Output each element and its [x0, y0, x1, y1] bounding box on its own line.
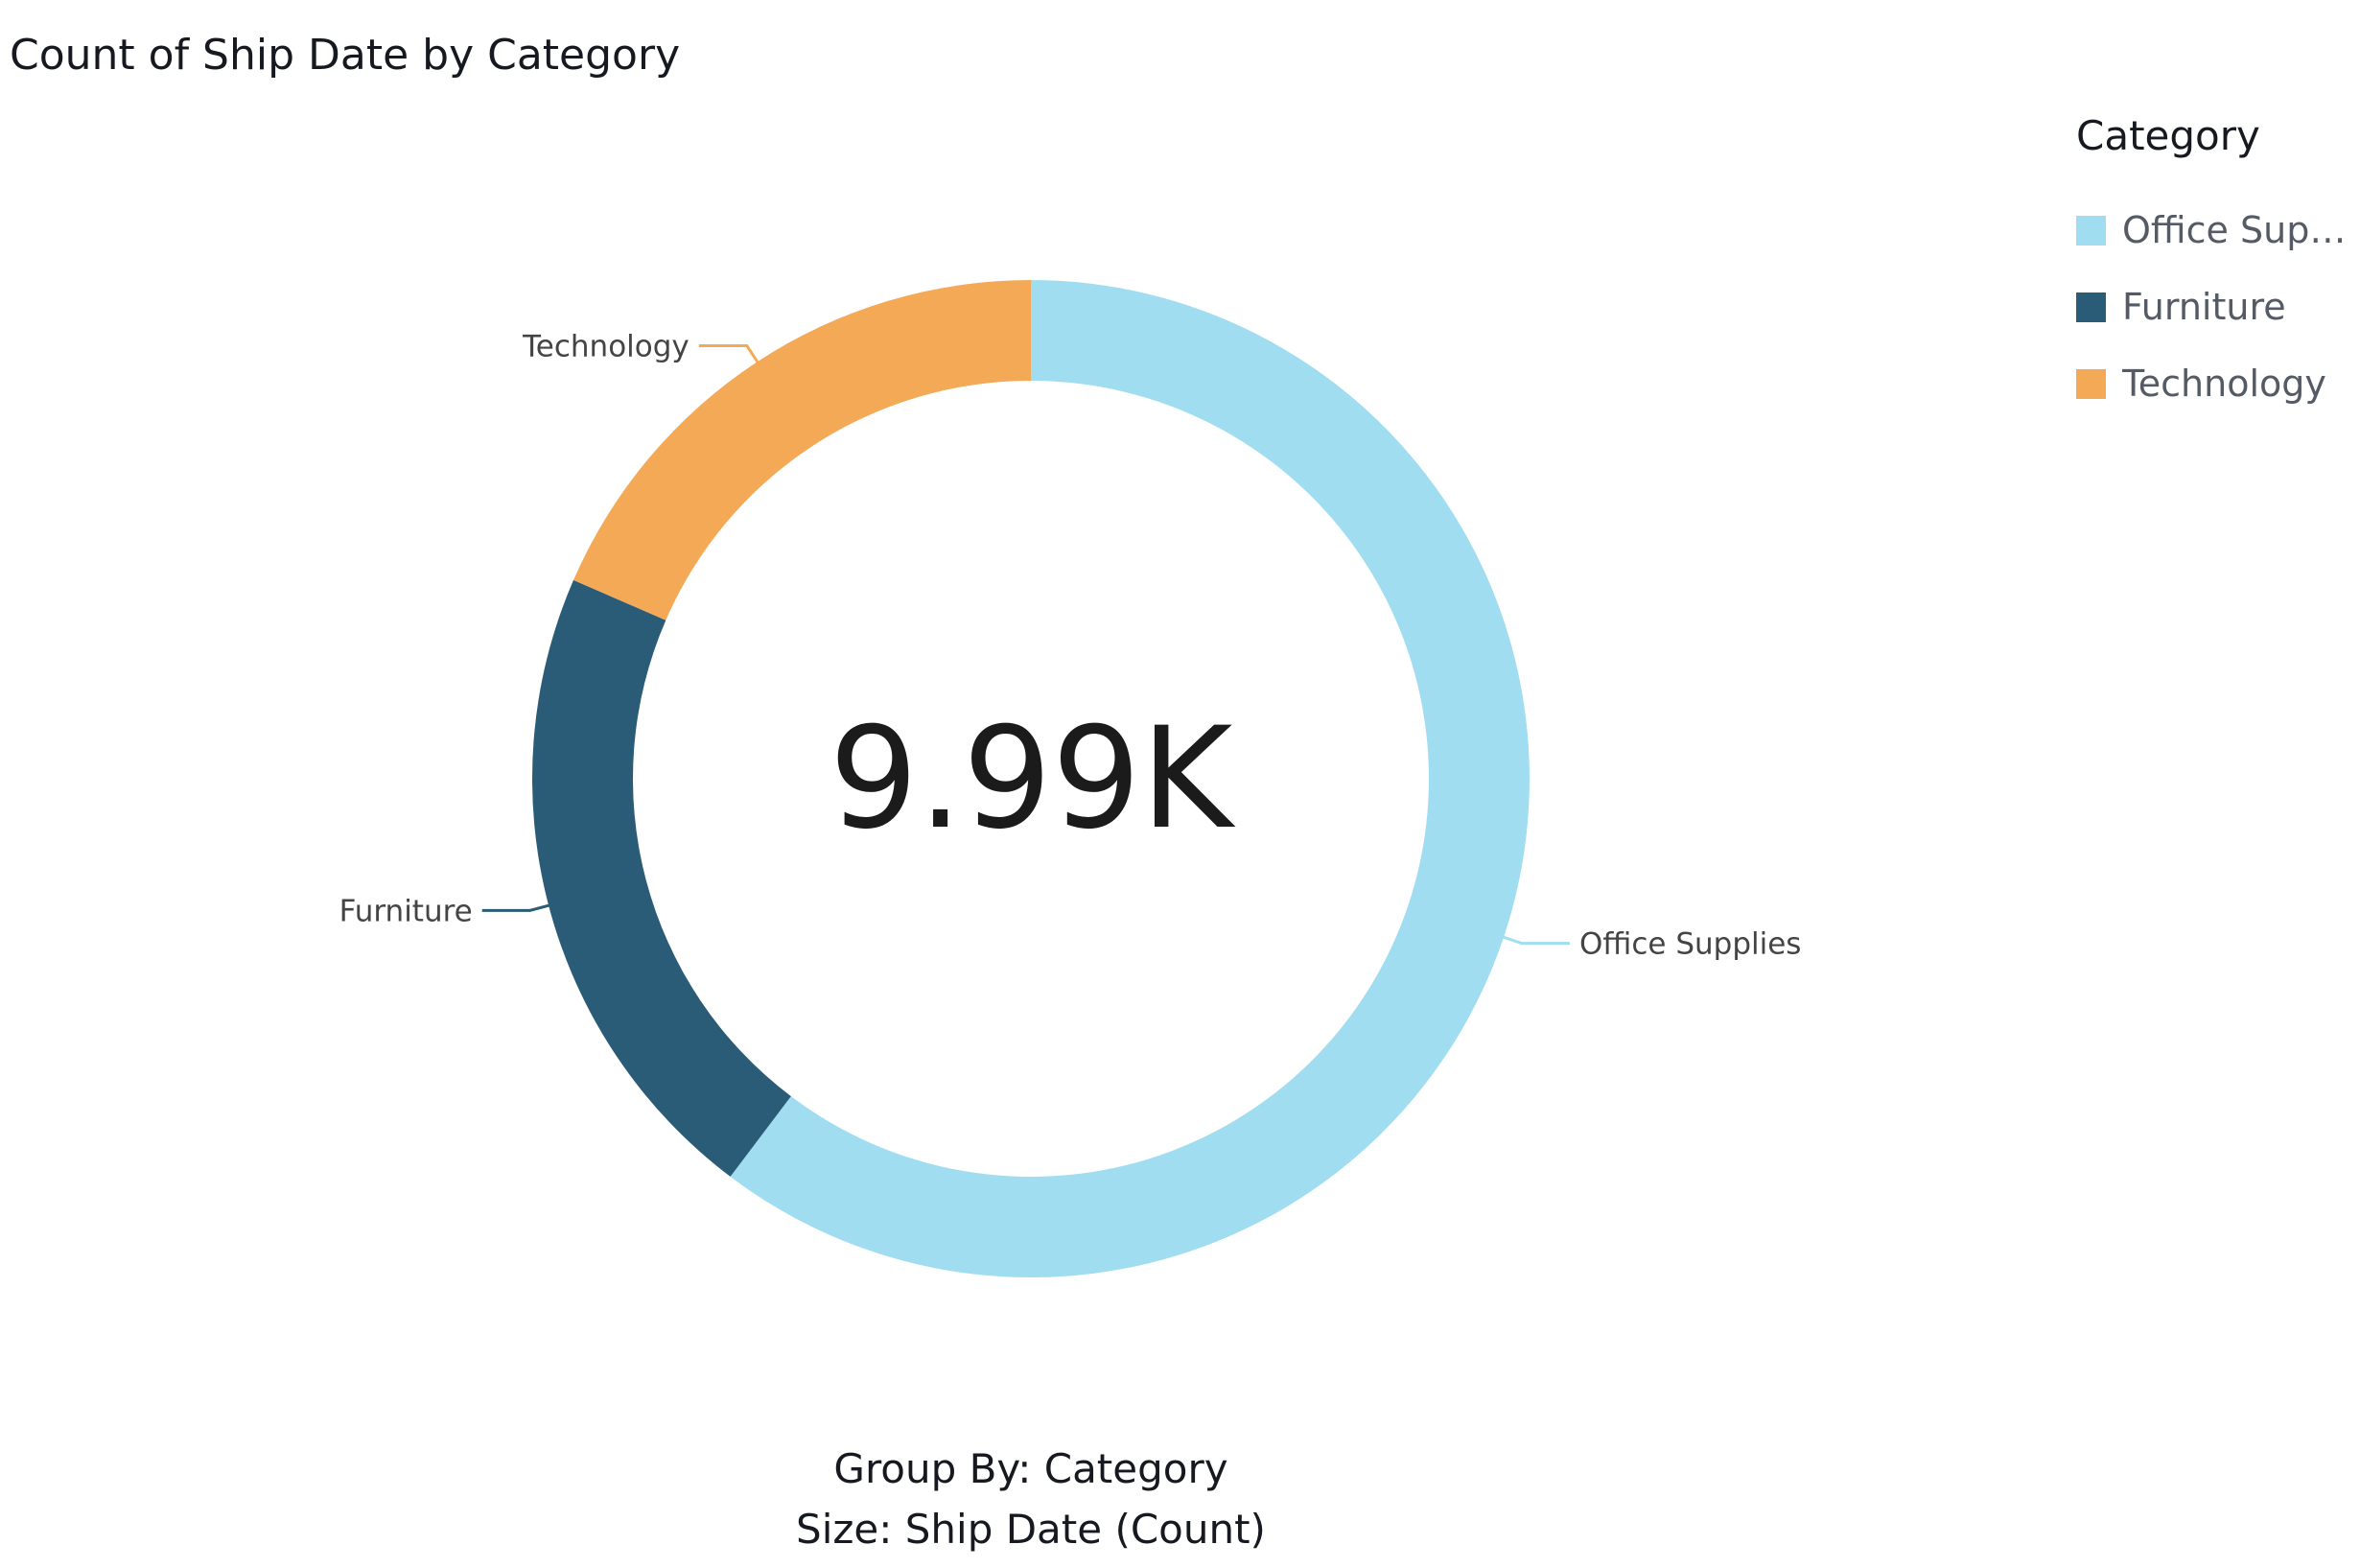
legend-item-technology[interactable]: Technology [2076, 345, 2354, 422]
legend-label: Furniture [2122, 286, 2286, 328]
group-by-label: Group By: Category [833, 1445, 1228, 1492]
slice-office-supplies[interactable] [730, 280, 1530, 1277]
slice-technology[interactable] [573, 280, 1031, 620]
legend-swatch-furniture [2076, 292, 2106, 322]
legend-item-furniture[interactable]: Furniture [2076, 269, 2354, 345]
leader-line-technology [698, 343, 761, 366]
data-label-technology: Technology [522, 329, 689, 363]
data-label-furniture: Furniture [339, 894, 473, 928]
legend: Category Office Supp... Furniture Techno… [2076, 107, 2354, 422]
legend-swatch-office-supplies [2076, 215, 2106, 246]
leader-line-office-supplies [1499, 934, 1570, 946]
legend-label: Technology [2122, 363, 2326, 405]
legend-item-office-supplies[interactable]: Office Supp... [2076, 192, 2354, 269]
legend-swatch-technology [2076, 368, 2106, 399]
legend-label: Office Supp... [2122, 209, 2352, 251]
leader-line-furniture [481, 902, 553, 912]
legend-title: Category [2076, 112, 2260, 159]
slice-furniture[interactable] [531, 579, 791, 1177]
size-label: Size: Ship Date (Count) [796, 1506, 1266, 1553]
center-total-label: 9.99K [830, 697, 1236, 860]
chart-title: Count of Ship Date by Category [10, 31, 681, 80]
chart-footer: Group By: Category Size: Ship Date (Coun… [0, 1439, 2062, 1559]
data-label-office-supplies: Office Supplies [1579, 927, 1801, 962]
